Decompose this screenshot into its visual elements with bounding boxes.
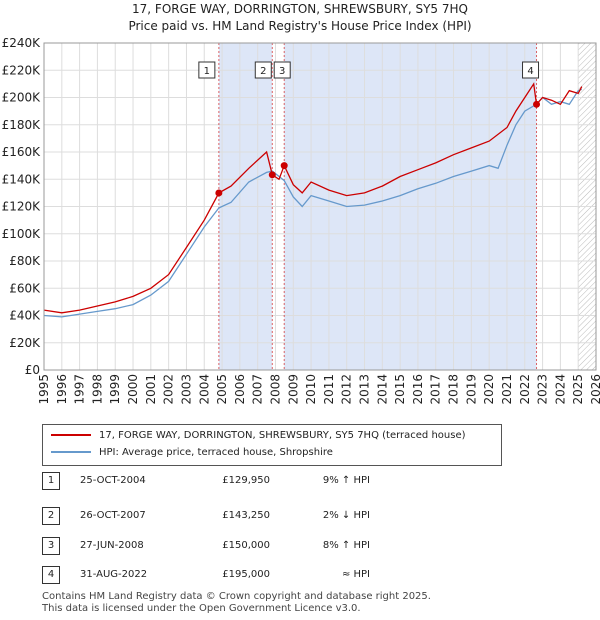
x-tick-label: 2022 xyxy=(518,374,532,405)
sale-date: 31-AUG-2022 xyxy=(80,569,148,580)
sale-date: 26-OCT-2007 xyxy=(80,510,146,521)
sale-date: 25-OCT-2004 xyxy=(80,475,146,486)
sale-row: 4 31-AUG-2022 £195,000 ≈ HPI xyxy=(0,566,600,584)
x-tick-label: 2011 xyxy=(322,374,336,405)
x-tick-label: 2019 xyxy=(464,374,478,405)
y-tick-label: £120K xyxy=(2,200,42,214)
x-tick-label: 2008 xyxy=(268,374,282,405)
chart-title: 17, FORGE WAY, DORRINGTON, SHREWSBURY, S… xyxy=(132,2,468,16)
sale-number-badge: 1 xyxy=(42,472,60,490)
x-tick-label: 1999 xyxy=(108,374,122,405)
legend-label-hpi: HPI: Average price, terraced house, Shro… xyxy=(99,447,333,458)
sale-row: 1 25-OCT-2004 £129,950 9% ↑ HPI xyxy=(0,472,600,490)
x-tick-label: 2018 xyxy=(447,374,461,405)
y-tick-label: £100K xyxy=(2,227,42,241)
x-tick-label: 2003 xyxy=(179,374,193,405)
x-tick-label: 2005 xyxy=(215,374,229,405)
x-tick-label: 1997 xyxy=(73,374,87,405)
sale-hpi-diff: 8% ↑ HPI xyxy=(322,540,370,551)
x-tick-label: 2012 xyxy=(340,374,354,405)
legend: 17, FORGE WAY, DORRINGTON, SHREWSBURY, S… xyxy=(42,424,502,466)
sale-hpi-diff: 2% ↓ HPI xyxy=(322,510,370,521)
sale-marker-box xyxy=(254,61,272,79)
x-tick-label: 2007 xyxy=(251,374,265,405)
x-tick-label: 2002 xyxy=(162,374,176,405)
y-tick-label: £240K xyxy=(2,36,42,50)
sale-row: 3 27-JUN-2008 £150,000 8% ↑ HPI xyxy=(0,537,600,555)
sale-number-badge: 3 xyxy=(42,537,60,555)
x-tick-label: 2024 xyxy=(553,374,567,405)
sale-hpi-diff: ≈ HPI xyxy=(341,569,370,580)
sale-point xyxy=(533,100,541,108)
legend-item-property: 17, FORGE WAY, DORRINGTON, SHREWSBURY, S… xyxy=(51,429,466,443)
sale-marker-label: 4 xyxy=(527,66,533,77)
y-tick-label: £200K xyxy=(2,91,42,105)
x-tick-label: 1998 xyxy=(90,374,104,405)
sale-price: £129,950 xyxy=(222,475,270,486)
x-tick-label: 2020 xyxy=(482,374,496,405)
y-tick-label: £60K xyxy=(9,281,41,295)
legend-swatch-hpi xyxy=(51,451,91,453)
sale-point xyxy=(268,171,276,179)
x-tick-label: 2015 xyxy=(393,374,407,405)
sale-price: £143,250 xyxy=(222,510,270,521)
x-tick-label: 1995 xyxy=(37,374,51,405)
sale-number-badge: 2 xyxy=(42,507,60,525)
sale-row: 2 26-OCT-2007 £143,250 2% ↓ HPI xyxy=(0,507,600,525)
sale-number-badge: 4 xyxy=(42,566,60,584)
x-tick-label: 2026 xyxy=(589,374,600,405)
sale-marker-box xyxy=(522,61,540,79)
sale-date: 27-JUN-2008 xyxy=(80,540,144,551)
y-tick-label: £140K xyxy=(2,172,42,186)
legend-item-hpi: HPI: Average price, terraced house, Shro… xyxy=(51,446,333,460)
x-tick-label: 2010 xyxy=(304,374,318,405)
sale-point xyxy=(215,189,223,197)
y-tick-label: £20K xyxy=(9,336,41,350)
y-tick-label: £220K xyxy=(2,63,42,77)
legend-label-property: 17, FORGE WAY, DORRINGTON, SHREWSBURY, S… xyxy=(99,430,466,441)
hpi-line xyxy=(43,88,583,318)
y-tick-label: £160K xyxy=(2,145,42,159)
footer-copyright: Contains HM Land Registry data © Crown c… xyxy=(42,591,431,602)
x-tick-label: 2013 xyxy=(358,374,372,405)
legend-swatch-property xyxy=(51,434,91,436)
x-tick-label: 2000 xyxy=(126,374,140,405)
sale-marker-label: 1 xyxy=(204,66,210,77)
y-tick-label: £80K xyxy=(9,254,41,268)
x-tick-label: 2014 xyxy=(375,374,389,405)
sale-price: £195,000 xyxy=(222,569,270,580)
x-tick-label: 2001 xyxy=(144,374,158,405)
x-tick-label: 2004 xyxy=(197,374,211,405)
x-tick-label: 2016 xyxy=(411,374,425,405)
y-tick-label: £40K xyxy=(9,309,41,323)
property-price-line xyxy=(43,82,583,314)
plot-frame xyxy=(43,42,597,371)
y-tick-label: £0 xyxy=(25,363,40,377)
sale-price: £150,000 xyxy=(222,540,270,551)
x-tick-label: 2017 xyxy=(429,374,443,405)
sale-marker-label: 2 xyxy=(260,66,266,77)
sale-marker-box xyxy=(198,61,216,79)
x-tick-label: 2021 xyxy=(500,374,514,405)
footer-licence: This data is licensed under the Open Gov… xyxy=(42,603,361,614)
price-chart: £0 £20K £40K £60K £80K £100K £120K £140K £160K £1… xyxy=(2,36,600,405)
chart-subtitle: Price paid vs. HM Land Registry's House … xyxy=(128,19,472,33)
x-tick-label: 2009 xyxy=(286,374,300,405)
sale-marker-label: 3 xyxy=(279,66,285,77)
x-tick-label: 2006 xyxy=(233,374,247,405)
sale-point xyxy=(280,162,288,170)
x-tick-label: 1996 xyxy=(55,374,69,405)
x-tick-label: 2023 xyxy=(536,374,550,405)
x-tick-label: 2025 xyxy=(571,374,585,405)
sale-marker-box xyxy=(273,61,291,79)
sale-hpi-diff: 9% ↑ HPI xyxy=(322,475,370,486)
y-tick-label: £180K xyxy=(2,118,42,132)
